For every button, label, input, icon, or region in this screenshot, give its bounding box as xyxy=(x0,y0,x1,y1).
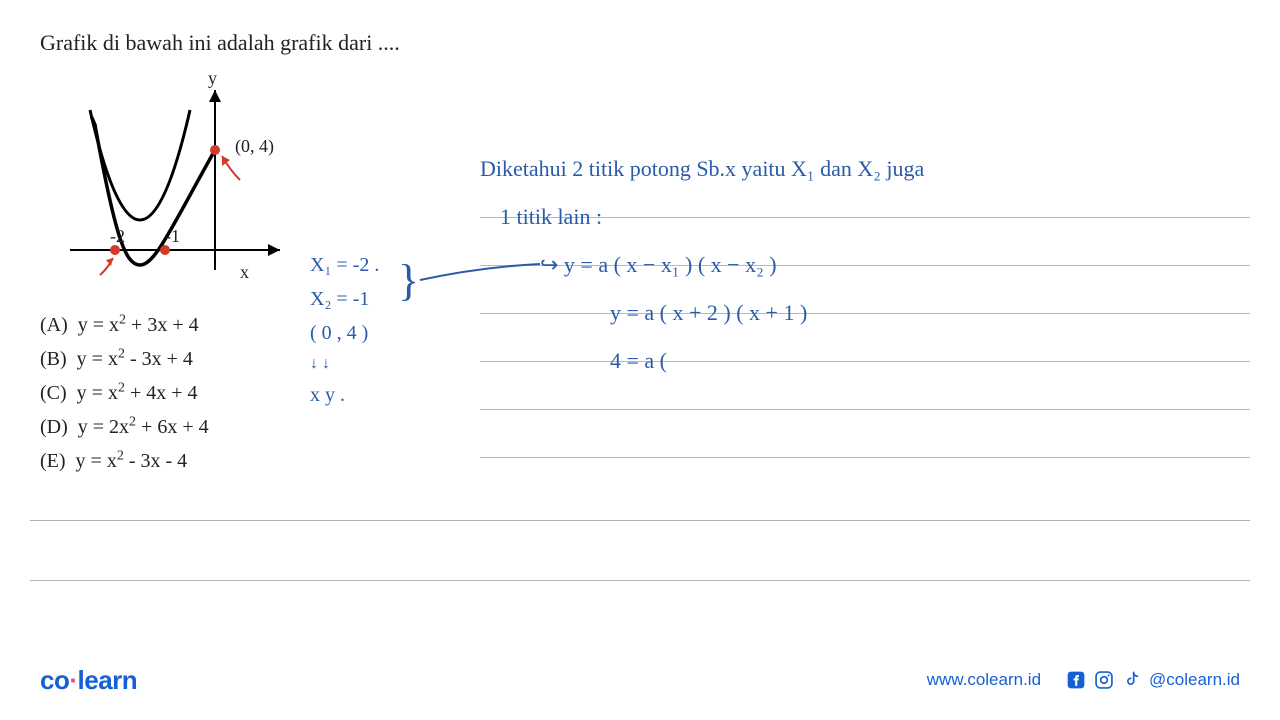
hw-x1: X₁ = -2 . xyxy=(310,250,379,280)
hw-r3: ↪ y = a ( x − x₁ ) ( x − x₂ ) xyxy=(480,246,1240,294)
option-e-label: (E) xyxy=(40,450,66,472)
option-b-eq: y = x2 - 3x + 4 xyxy=(77,348,193,370)
hw-arrows: ↓ ↓ xyxy=(310,352,379,376)
option-b-label: (B) xyxy=(40,348,67,370)
social-links: @colearn.id xyxy=(1065,669,1240,691)
hw-point: ( 0 , 4 ) xyxy=(310,318,379,348)
option-c-eq: y = x2 + 4x + 4 xyxy=(77,382,198,404)
option-e: (E) y = x2 - 3x - 4 xyxy=(40,444,360,478)
hw-x2: X₂ = -1 xyxy=(310,284,379,314)
parabola-graph: -2 -1 y x (0, 4) xyxy=(40,70,300,300)
option-d: (D) y = 2x2 + 6x + 4 xyxy=(40,410,360,444)
footer-right: www.colearn.id @colearn.id xyxy=(927,669,1240,691)
hw-r1: Diketahui 2 titik potong Sb.x yaitu X₁ d… xyxy=(480,150,1240,198)
y-intercept-label: (0, 4) xyxy=(235,136,274,157)
hw-xy: x y . xyxy=(310,380,379,410)
website-url: www.colearn.id xyxy=(927,670,1041,690)
svg-text:-2: -2 xyxy=(110,226,125,246)
y-axis-label: y xyxy=(208,68,217,89)
divider-line-2 xyxy=(30,580,1250,581)
hw-r4: y = a ( x + 2 ) ( x + 1 ) xyxy=(480,294,1240,342)
option-e-eq: y = x2 - 3x - 4 xyxy=(76,450,188,472)
logo-learn: learn xyxy=(78,665,138,695)
option-c-label: (C) xyxy=(40,382,67,404)
hw-r5: 4 = a ( xyxy=(480,342,1240,390)
logo-co: co xyxy=(40,665,69,695)
instagram-icon xyxy=(1093,669,1115,691)
hw-r2: 1 titik lain : xyxy=(480,198,1240,246)
option-d-label: (D) xyxy=(40,416,68,438)
handwritten-right-notes: Diketahui 2 titik potong Sb.x yaitu X₁ d… xyxy=(480,150,1240,390)
divider-line-1 xyxy=(30,520,1250,521)
logo-dot: · xyxy=(69,665,77,695)
option-a-eq: y = x2 + 3x + 4 xyxy=(78,314,199,336)
question-text: Grafik di bawah ini adalah grafik dari .… xyxy=(40,30,1240,56)
tiktok-icon xyxy=(1121,669,1143,691)
social-handle: @colearn.id xyxy=(1149,670,1240,690)
facebook-icon xyxy=(1065,669,1087,691)
option-d-eq: y = 2x2 + 6x + 4 xyxy=(78,416,209,438)
graph-svg: -2 -1 xyxy=(40,70,300,300)
handwritten-mid-notes: X₁ = -2 . X₂ = -1 ( 0 , 4 ) ↓ ↓ x y . xyxy=(310,250,379,414)
footer: co·learn www.colearn.id @colearn.id xyxy=(0,660,1280,720)
option-a-label: (A) xyxy=(40,314,68,336)
svg-text:-1: -1 xyxy=(165,226,180,246)
x-axis-label: x xyxy=(240,262,249,283)
colearn-logo: co·learn xyxy=(40,665,137,696)
